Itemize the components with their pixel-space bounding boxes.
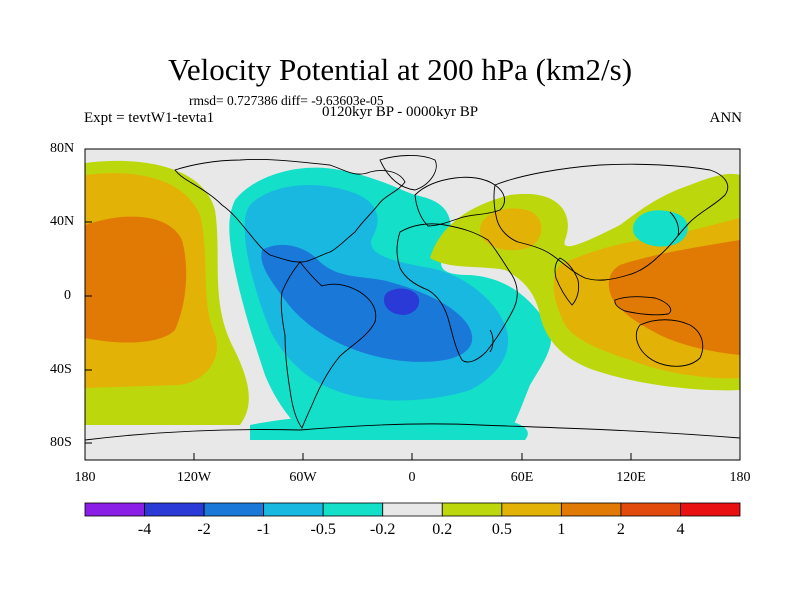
eurasia-positive-core: [608, 240, 740, 355]
experiment-label: Expt = tevtW1-tevta1: [84, 110, 215, 126]
coast-madagascar: [489, 329, 494, 353]
lat-ticks: [85, 148, 92, 444]
colorbar-label: 4: [676, 521, 685, 538]
lon-label-120e: 120E: [616, 470, 646, 485]
season-label: ANN: [709, 110, 743, 126]
colorbar-swatch: [680, 502, 741, 517]
colorbar-swatch: [560, 502, 622, 517]
atlantic-negative-core: [384, 288, 420, 315]
lat-label-0: 0: [64, 288, 71, 303]
colorbar-label: -2: [197, 521, 211, 538]
colorbar-label: 0.2: [432, 521, 453, 538]
colorbar-swatch: [620, 502, 681, 517]
pacific-positive-core: [85, 216, 187, 343]
coast-south-america: [280, 261, 377, 429]
colorbar-swatch: [441, 502, 503, 517]
coast-india: [554, 257, 580, 306]
colorbar-swatch: [382, 502, 443, 517]
colorbar-label: 1: [557, 521, 566, 538]
coast-japan: [669, 211, 679, 237]
colorbar-label: -0.2: [370, 521, 396, 538]
lat-label-80s: 80S: [50, 435, 72, 450]
coast-australia: [635, 319, 704, 367]
lon-label-60e: 60E: [510, 470, 534, 485]
colorbar-swatch: [501, 502, 562, 517]
lon-label-120w: 120W: [176, 470, 212, 485]
lat-label-80n: 80N: [50, 141, 75, 156]
stats-line: rmsd= 0.727386 diff= -9.63603e-05: [189, 93, 384, 108]
japan-negative-patch: [632, 210, 688, 247]
coast-north-america: [174, 159, 406, 263]
lon-label-0: 0: [408, 470, 416, 485]
colorbar-swatch: [203, 502, 265, 517]
lon-label-180w: 180: [74, 470, 96, 485]
coast-indonesia: [614, 296, 672, 316]
coast-africa: [396, 223, 518, 363]
velocity-potential-field: [85, 160, 740, 440]
lon-ticks: [84, 453, 741, 460]
colorbar-label: -4: [137, 521, 152, 538]
coast-greenland: [379, 155, 437, 191]
lat-label-40n: 40N: [50, 214, 75, 229]
colorbar-label: 2: [616, 521, 625, 538]
coastlines: [85, 155, 740, 441]
coast-europe: [414, 176, 506, 227]
colorbar-swatch: [144, 502, 205, 517]
period-label: 0120kyr BP - 0000kyr BP: [322, 104, 479, 120]
colorbar-swatch: [322, 502, 384, 517]
plot-title: Velocity Potential at 200 hPa (km2/s): [167, 52, 633, 87]
colorbar-label: -1: [256, 521, 271, 538]
lon-label-180e: 180: [729, 470, 751, 485]
coast-asia: [493, 163, 729, 281]
lon-label-60w: 60W: [289, 470, 317, 485]
coast-antarctica: [85, 423, 740, 441]
atlantic-negative-inner: [261, 244, 473, 362]
colorbar-swatch: [263, 502, 324, 517]
southern-ocean-negative-band: [250, 413, 528, 440]
colorbar-label: -0.5: [310, 521, 336, 538]
mideast-positive-patch: [479, 208, 542, 251]
colorbar-label: 0.5: [491, 521, 512, 538]
lat-label-40s: 40S: [50, 362, 72, 377]
colorbar-swatch: [84, 502, 145, 517]
colorbar: [84, 502, 741, 517]
